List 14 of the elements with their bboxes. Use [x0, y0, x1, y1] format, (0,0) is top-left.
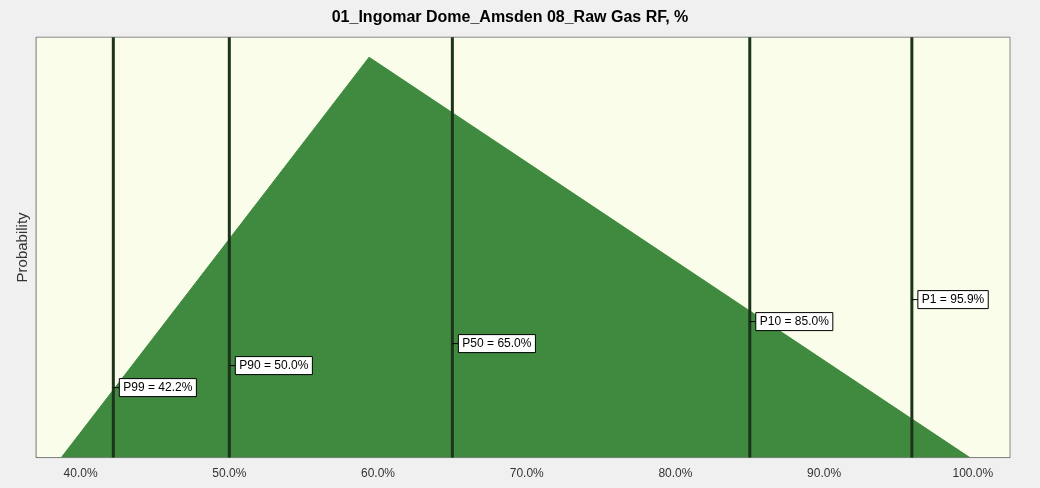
x-tick-label: 60.0%	[361, 466, 396, 481]
x-tick-label: 70.0%	[509, 466, 545, 481]
ref-line-label: P99 = 42.2%	[123, 379, 193, 394]
ref-line-label: P50 = 65.0%	[462, 335, 532, 350]
x-tick-label: 40.0%	[63, 466, 98, 481]
x-tick-label: 80.0%	[658, 466, 693, 481]
x-tick-label: 90.0%	[807, 466, 842, 481]
ref-line-label: P90 = 50.0%	[239, 357, 309, 372]
x-tick-label: 100.0%	[952, 466, 994, 481]
y-axis-title: Probability	[13, 211, 31, 283]
ref-line-label: P1 = 95.9%	[921, 291, 985, 306]
ref-line-label: P10 = 85.0%	[759, 313, 830, 328]
chart-title: 01_Ingomar Dome_Amsden 08_Raw Gas RF, %	[331, 8, 689, 26]
x-tick-label: 50.0%	[212, 466, 247, 481]
